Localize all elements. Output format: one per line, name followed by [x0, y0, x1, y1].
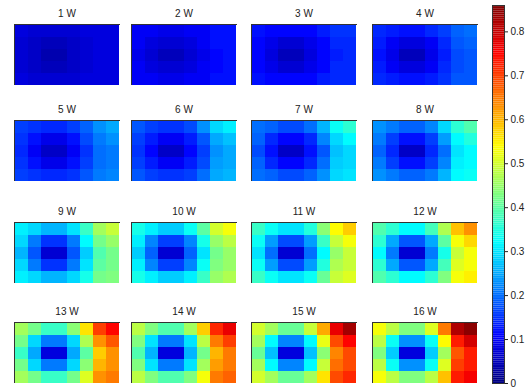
svg-text:0.1: 0.1: [511, 334, 525, 345]
svg-text:0.6: 0.6: [511, 114, 525, 125]
html-text:8 W: 8 W: [416, 104, 434, 115]
html-text:6 W: 6 W: [175, 104, 193, 115]
html-text:9 W: 9 W: [58, 206, 76, 217]
html-text:12 W: 12 W: [413, 206, 437, 217]
svg-text:0.2: 0.2: [511, 290, 525, 301]
svg-text:0.7: 0.7: [511, 70, 525, 81]
html-text:5 W: 5 W: [58, 104, 76, 115]
html-text:14 W: 14 W: [172, 306, 196, 317]
html-text:2 W: 2 W: [175, 8, 193, 19]
html-text:7 W: 7 W: [295, 104, 313, 115]
svg-text:0.3: 0.3: [511, 246, 525, 257]
svg-text:0: 0: [511, 378, 517, 387]
html-text:4 W: 4 W: [416, 8, 434, 19]
svg-text:0.5: 0.5: [511, 158, 525, 169]
html-text:15 W: 15 W: [292, 306, 316, 317]
html-text:11 W: 11 W: [292, 206, 316, 217]
html-text:13 W: 13 W: [55, 306, 79, 317]
html-text:16 W: 16 W: [413, 306, 437, 317]
svg-text:0.8: 0.8: [511, 26, 525, 37]
svg-text:0.4: 0.4: [511, 202, 525, 213]
html-text:3 W: 3 W: [295, 8, 313, 19]
html-text:10 W: 10 W: [172, 206, 196, 217]
html-text:1 W: 1 W: [58, 8, 76, 19]
